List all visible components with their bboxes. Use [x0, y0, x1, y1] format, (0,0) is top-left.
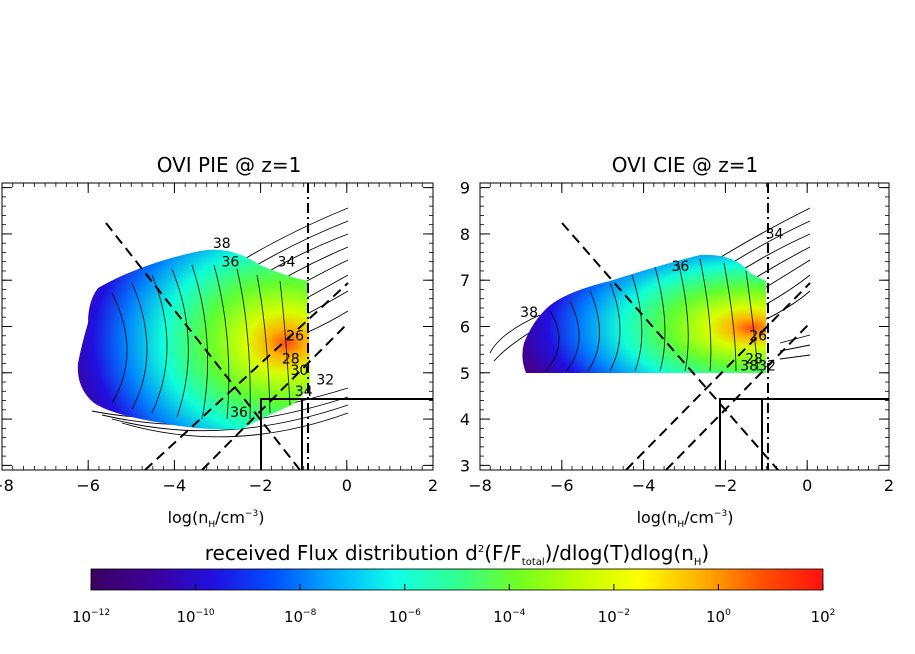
panel-title: OVI CIE @ z=1 — [612, 153, 759, 177]
panel-cie: OVI CIE @ z=1 — [460, 153, 894, 530]
colorbar-tick-label: 10−10 — [177, 608, 215, 626]
heatmap-region — [77, 249, 310, 430]
y-tick-label: 8 — [460, 225, 470, 244]
x-tick-label: −6 — [550, 476, 574, 495]
x-tick-label: −2 — [714, 476, 738, 495]
x-tick-label: 2 — [428, 476, 438, 495]
x-tick-label: −8 — [0, 476, 14, 495]
contour-label: 36 — [671, 259, 689, 275]
contour-label: 28 — [745, 352, 763, 368]
contour-label: 36 — [230, 405, 248, 421]
heatmap-region — [522, 254, 766, 373]
contour-label: 26 — [749, 328, 767, 344]
colorbar-tick-label: 102 — [811, 608, 836, 626]
colorbar-tick-label: 10−6 — [389, 608, 422, 626]
contour-label: 26 — [286, 328, 304, 344]
colorbar-label: received Flux distribution d2(F/Ftotal)/… — [205, 541, 709, 568]
panel-title: OVI PIE @ z=1 — [157, 153, 302, 177]
cooling-lines — [105, 222, 349, 470]
colorbar-tick-label: 10−12 — [72, 608, 110, 626]
inner-contours — [545, 258, 759, 372]
inner-contours — [111, 264, 291, 420]
y-tick-label: 9 — [460, 179, 470, 198]
contour-label: 30 — [290, 363, 308, 379]
contour-label: 34 — [295, 384, 313, 400]
y-tick-label: 3 — [460, 456, 470, 475]
contour-label: 34 — [766, 227, 784, 243]
contour-label: 38 — [213, 236, 231, 252]
contour-label: 34 — [278, 254, 296, 270]
y-tick-label: 4 — [460, 410, 470, 429]
colorbar-tick-label: 10−4 — [493, 608, 526, 626]
x-tick-label: −6 — [76, 476, 100, 495]
region-box — [260, 398, 433, 470]
x-tick-label: −2 — [249, 476, 273, 495]
contour-label: 36 — [222, 254, 240, 270]
panel-pie: OVI PIE @ z=1 — [0, 153, 438, 530]
colorbar — [90, 568, 824, 591]
colorbar-tick-label: 10−2 — [598, 608, 630, 626]
x-axis-label: log(nH/cm−3) — [168, 508, 265, 530]
colorbar-tick-label: 10−8 — [284, 608, 317, 626]
x-tick-label: −4 — [163, 476, 187, 495]
x-axis-label: log(nH/cm−3) — [637, 508, 734, 530]
x-tick-label: 2 — [884, 476, 894, 495]
contour-label: 32 — [316, 372, 334, 388]
contour-label: 3832 — [740, 358, 776, 374]
contour-label: 38 — [520, 305, 538, 321]
y-tick-label: 7 — [460, 271, 470, 290]
contour-label: 28 — [282, 352, 300, 368]
y-tick-label: 5 — [460, 364, 470, 383]
cooling-lines — [561, 222, 811, 470]
colorbar-tick-label: 100 — [706, 608, 731, 626]
region-box — [719, 398, 889, 470]
y-tick-label: 6 — [460, 318, 470, 337]
x-tick-label: −8 — [468, 476, 492, 495]
x-tick-label: −4 — [632, 476, 656, 495]
colorbar-ticks: 10−12 10−10 10−8 10−6 10−4 10−2 100 102 — [72, 584, 835, 626]
x-tick-label: 0 — [342, 476, 352, 495]
x-tick-label: 0 — [802, 476, 812, 495]
